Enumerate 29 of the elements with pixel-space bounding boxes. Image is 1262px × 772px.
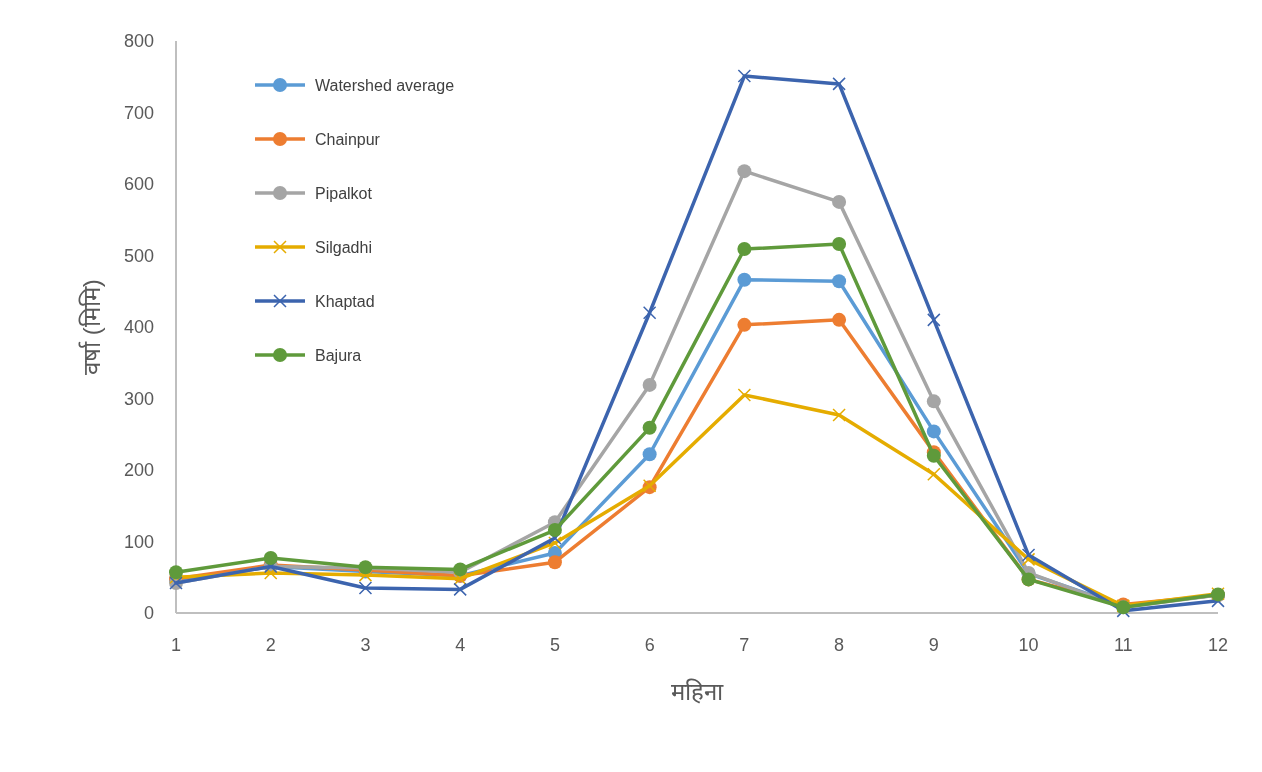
x-tick-label: 12: [1207, 635, 1229, 655]
x-tick-label: 1: [170, 635, 182, 655]
x-tick-label: 6: [644, 635, 655, 655]
legend-label: Watershed average: [315, 77, 455, 94]
x-tick-label: 2: [265, 635, 276, 655]
x-tick-label: 8: [834, 635, 845, 655]
legend-label: Bajura: [315, 347, 362, 364]
x-tick-label: 11: [1113, 635, 1133, 655]
y-tick-label: 0: [143, 603, 154, 623]
legend-label: Khaptad: [315, 293, 375, 310]
y-tick-label: 100: [123, 531, 154, 552]
y-tick-label: 200: [123, 460, 154, 480]
y-tick-label: 700: [123, 102, 154, 123]
y-tick-label: 400: [123, 317, 154, 337]
x-tick-label: 3: [360, 635, 371, 655]
x-tick-label: 10: [1018, 635, 1039, 655]
x-axis-title: महिना: [671, 678, 724, 705]
y-tick-label: 800: [123, 31, 154, 51]
y-axis-title: वर्षा (मिमि): [78, 279, 105, 375]
y-tick-label: 600: [123, 174, 154, 194]
y-tick-label: 300: [123, 388, 154, 409]
x-tick-label: 4: [455, 635, 466, 655]
x-tick-label: 5: [549, 635, 560, 655]
legend-label: Chainpur: [315, 131, 381, 148]
x-tick-label: 7: [739, 635, 750, 655]
legend-label: Silgadhi: [315, 239, 372, 256]
y-tick-label: 500: [123, 245, 154, 266]
legend-label: Pipalkot: [315, 185, 373, 202]
x-tick-label: 9: [928, 635, 939, 655]
